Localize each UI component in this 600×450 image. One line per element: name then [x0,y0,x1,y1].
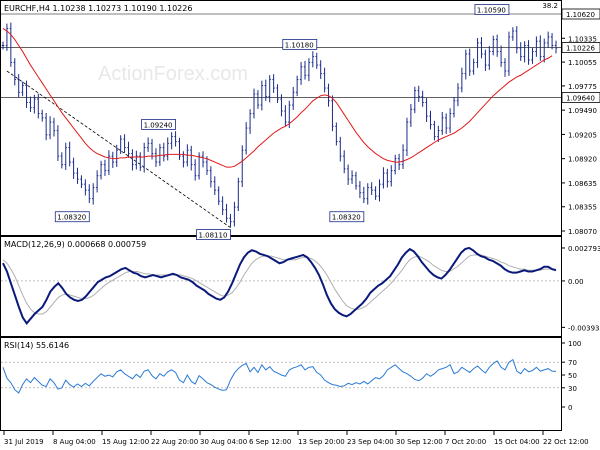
x-tick-label: 7 Oct 20:00 [445,438,486,446]
price-y-tick-label: 1.09775 [568,83,597,91]
macd-y-tick-label: 0.002793 [568,245,600,253]
price-panel-frame [0,0,562,236]
x-tick-label: 13 Sep 20:00 [298,438,345,446]
rsi-panel-title: RSI(14) 55.6146 [4,341,69,350]
x-tick-label: 30 Aug 04:00 [200,438,247,446]
rsi-y-tick-label: 50 [568,372,577,380]
price-level-label: 1.10620 [566,11,595,19]
moving-average-line [2,28,553,168]
annotation-box [196,229,231,240]
watermark: ActionForex.com [98,63,248,85]
macd-signal-line [2,254,556,315]
price-y-tick-label: 1.08070 [568,228,597,236]
rsi-panel-frame [0,337,562,431]
annotation-label: 1.08320 [332,214,361,222]
x-tick-label: 22 Aug 20:00 [151,438,198,446]
macd-panel-title: MACD(12,26,9) 0.000668 0.000759 [4,240,146,249]
macd-panel-frame [0,236,562,337]
x-tick-label: 30 Sep 12:00 [396,438,443,446]
price-y-tick-label: 1.09490 [568,107,597,115]
price-level-box [561,8,600,20]
price-y-tick-label: 1.08920 [568,156,597,164]
annotation-label: 1.10590 [477,7,506,15]
price-level-box [561,91,600,103]
x-tick-label: 8 Aug 04:00 [53,438,96,446]
x-tick-label: 31 Jul 2019 [4,438,44,446]
macd-line [2,246,557,326]
x-tick-label: 15 Oct 04:00 [494,438,540,446]
rsi-y-tick-label: 100 [568,340,581,348]
annotation-box [54,211,90,223]
price-level-box [561,42,600,53]
macd-y-tick-label: -0.003938 [568,324,600,332]
rsi-line [2,358,557,394]
annotation-box [474,4,510,15]
x-tick-label: 23 Sep 04:00 [347,438,394,446]
price-y-tick-label: 1.08355 [568,204,597,212]
price-y-tick-label: 1.09205 [568,131,597,139]
x-tick-label: 6 Sep 12:00 [249,438,291,446]
macd-y-tick-label: 0.00 [568,278,584,286]
x-tick-label: 15 Aug 12:00 [102,438,149,446]
annotation-label: 1.08110 [198,232,227,240]
rsi-y-tick-label: 70 [568,359,577,367]
rsi-y-tick-label: 30 [568,385,577,393]
annotation-label: 1.08320 [57,214,86,222]
price-y-tick-label: 1.10055 [568,59,597,67]
price-level-label: 1.10226 [566,45,595,53]
price-level-label: 1.09640 [566,94,595,102]
rsi-y-tick-label: 0 [568,404,572,412]
corner-label: 38.2 [542,2,558,10]
price-panel-title: EURCHF,H4 1.10238 1.10273 1.10190 1.1022… [4,4,192,13]
trend-line [6,70,231,228]
annotation-box [282,39,318,50]
annotation-box [329,211,365,223]
price-y-tick-label: 1.08635 [568,180,597,188]
annotation-label: 1.09240 [144,121,173,129]
x-tick-label: 22 Oct 12:00 [543,438,589,446]
annotation-box [141,119,176,130]
annotation-label: 1.10180 [285,41,314,49]
price-y-tick-label: 1.10335 [568,35,597,43]
